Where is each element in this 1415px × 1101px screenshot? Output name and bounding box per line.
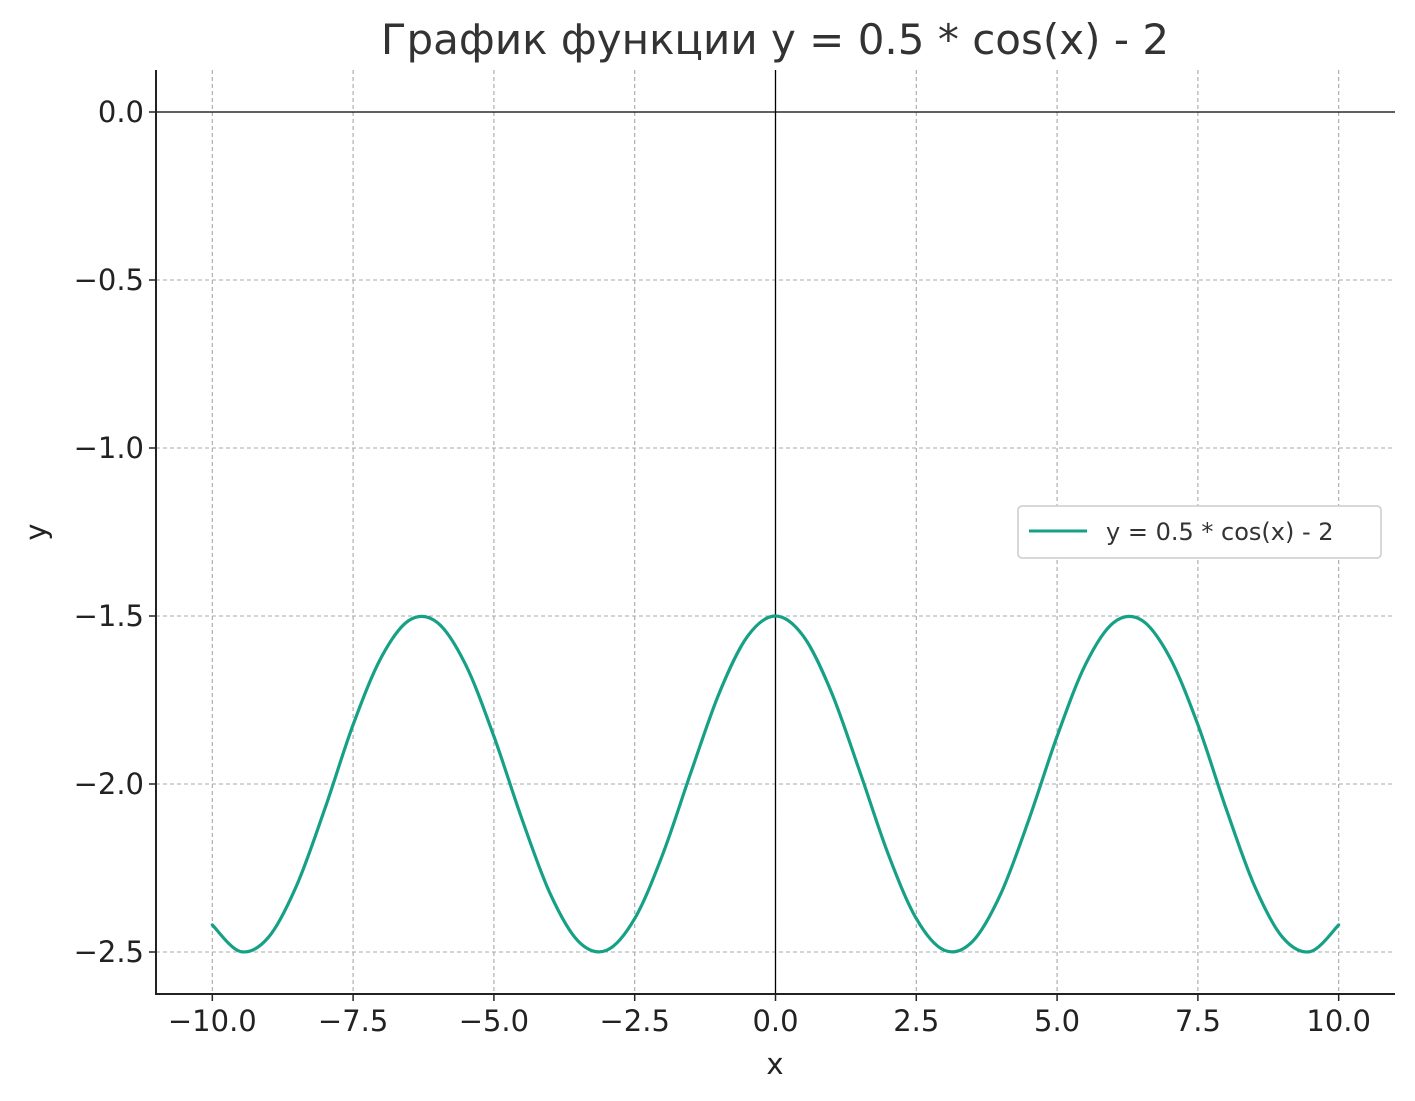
y-ticks: 0.0 −0.5 −1.0 −1.5 −2.0 −2.5 (74, 95, 156, 969)
legend-label-0: y = 0.5 * cos(x) - 2 (1106, 518, 1334, 546)
zero-lines (156, 70, 1395, 994)
y-tick-label: −1.5 (74, 599, 144, 633)
x-axis-label: x (766, 1047, 783, 1081)
x-tick-label: 0.0 (752, 1004, 798, 1038)
y-axis-label: y (19, 523, 53, 540)
x-ticks: −10.0 −7.5 −5.0 −2.5 0.0 2.5 5.0 7.5 10.0 (168, 994, 1371, 1038)
x-tick-label: −5.0 (459, 1004, 529, 1038)
series-line-0 (210, 614, 1341, 954)
x-tick-label: −7.5 (318, 1004, 388, 1038)
y-tick-label: −2.5 (74, 935, 144, 969)
x-tick-label: 5.0 (1034, 1004, 1080, 1038)
chart-title: График функции y = 0.5 * cos(x) - 2 (381, 15, 1169, 64)
series-layer (210, 614, 1341, 954)
x-tick-label: 10.0 (1306, 1004, 1371, 1038)
y-tick-label: −0.5 (74, 263, 144, 297)
x-tick-label: 2.5 (893, 1004, 939, 1038)
y-tick-label: 0.0 (98, 95, 144, 129)
y-tick-label: −2.0 (74, 767, 144, 801)
x-tick-label: −10.0 (168, 1004, 257, 1038)
y-tick-label: −1.0 (74, 431, 144, 465)
legend: y = 0.5 * cos(x) - 2 (1017, 505, 1382, 559)
legend-box (1017, 505, 1382, 559)
x-tick-label: 7.5 (1175, 1004, 1221, 1038)
x-tick-label: −2.5 (599, 1004, 669, 1038)
